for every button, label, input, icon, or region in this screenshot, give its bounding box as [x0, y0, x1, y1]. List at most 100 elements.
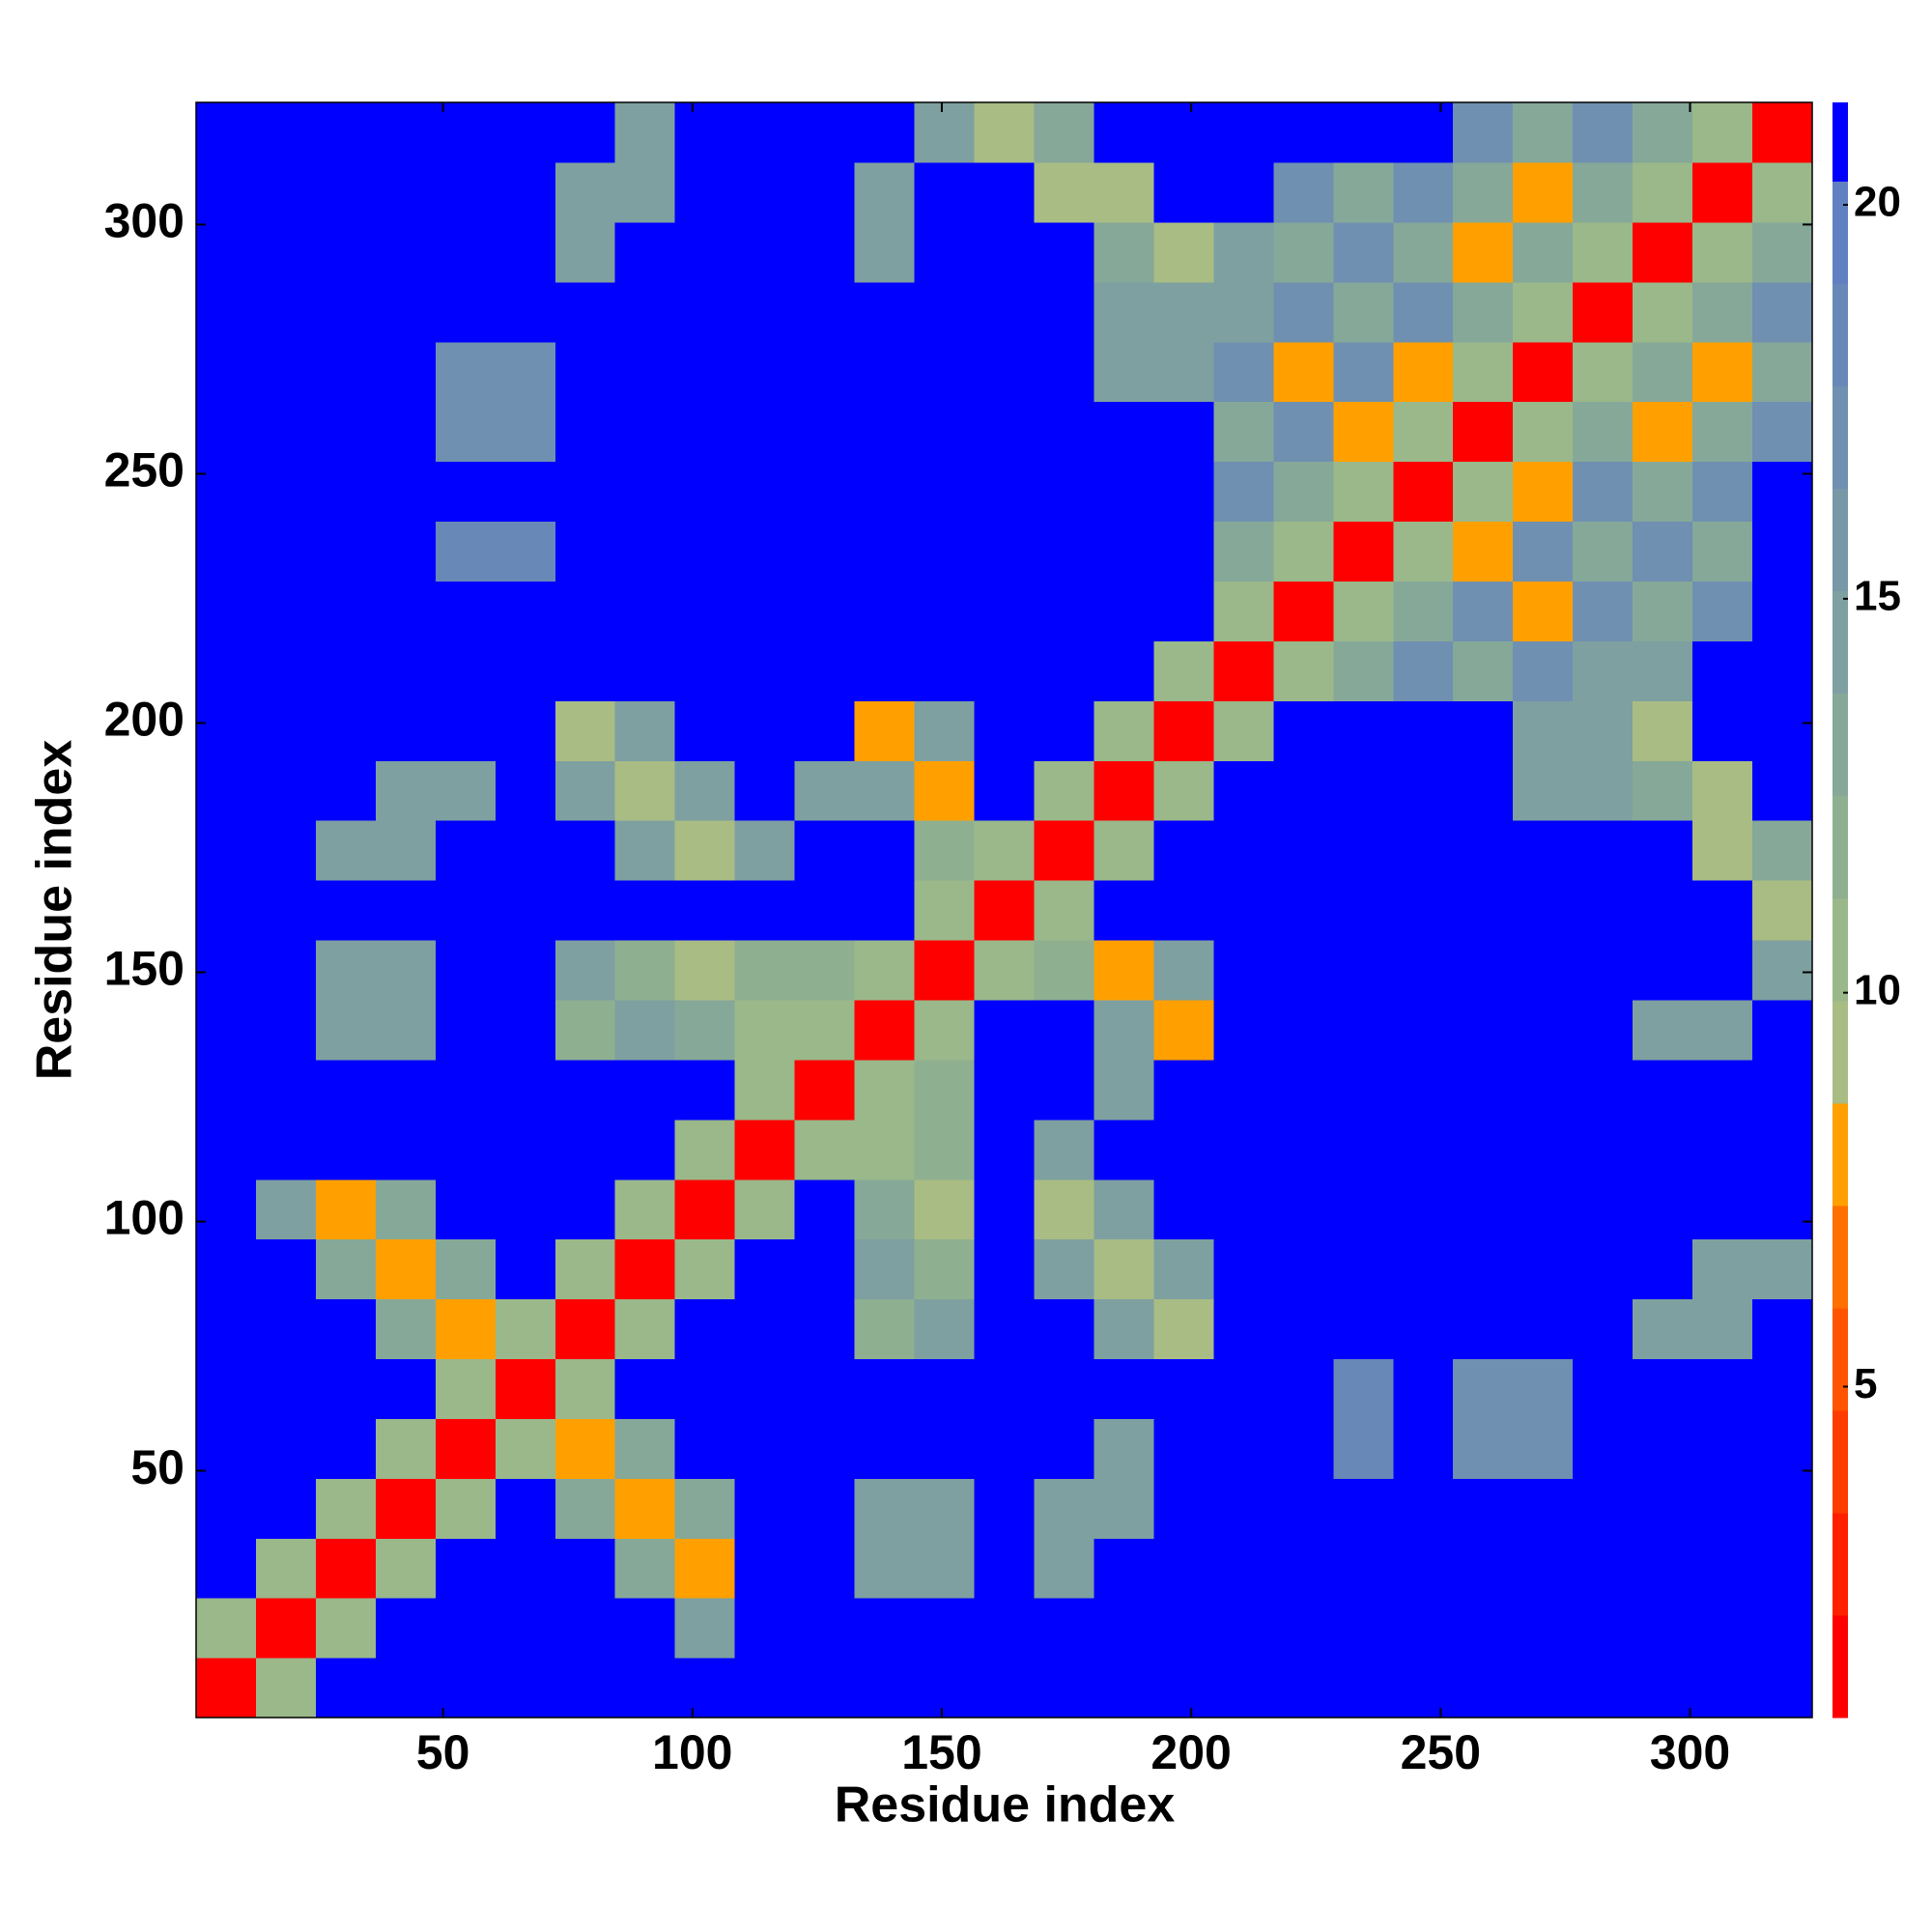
heatmap-cell: [1213, 1358, 1274, 1419]
heatmap-cell: [1453, 1179, 1514, 1240]
heatmap-cell: [375, 1658, 437, 1719]
heatmap-cell: [674, 161, 736, 223]
heatmap-cell: [914, 161, 976, 223]
heatmap-cell: [1213, 581, 1274, 641]
heatmap-cell: [1273, 1059, 1334, 1121]
heatmap-cell: [1034, 1658, 1095, 1719]
heatmap-cell: [974, 1478, 1036, 1539]
heatmap-cell: [1153, 1358, 1214, 1419]
heatmap-cell: [495, 1478, 556, 1539]
heatmap-cell: [1153, 521, 1214, 582]
heatmap-cell: [1393, 1478, 1454, 1539]
heatmap-cell: [435, 281, 497, 343]
heatmap-cell: [196, 1059, 257, 1121]
heatmap-cell: [1153, 341, 1214, 403]
heatmap-cell: [614, 1179, 676, 1240]
heatmap-cell: [1213, 999, 1274, 1061]
heatmap-cell: [1513, 1358, 1574, 1419]
heatmap-cell: [974, 1059, 1036, 1121]
heatmap-cell: [375, 1238, 437, 1300]
heatmap-cell: [1692, 161, 1753, 223]
heatmap-cell: [315, 760, 377, 821]
heatmap-cell: [255, 161, 317, 223]
x-tick-label: 150: [901, 1725, 981, 1779]
heatmap-cell: [1752, 521, 1813, 582]
heatmap-cell: [914, 1298, 976, 1360]
heatmap-cell: [1094, 161, 1155, 223]
heatmap-cell: [1094, 1238, 1155, 1300]
heatmap-cell: [1153, 999, 1214, 1061]
heatmap-cell: [1333, 1538, 1394, 1599]
heatmap-cell: [734, 102, 796, 163]
heatmap-cell: [674, 581, 736, 641]
heatmap-cell: [914, 341, 976, 403]
heatmap-cell: [1692, 461, 1753, 523]
heatmap-cell: [734, 700, 796, 761]
heatmap-cell: [1273, 401, 1334, 463]
heatmap-cell: [1273, 999, 1334, 1061]
colorbar-band: [1833, 1614, 1848, 1719]
heatmap-cell: [734, 341, 796, 403]
heatmap-cell: [974, 281, 1036, 343]
heatmap-cell: [1094, 700, 1155, 761]
colorbar-band: [1833, 1307, 1848, 1411]
heatmap-cell: [315, 102, 377, 163]
heatmap-cell: [375, 999, 437, 1061]
heatmap-cell: [1393, 1598, 1454, 1659]
heatmap-cell: [1273, 521, 1334, 582]
heatmap-cell: [1513, 341, 1574, 403]
heatmap-cell: [1213, 1179, 1274, 1240]
heatmap-cell: [1034, 999, 1095, 1061]
heatmap-cell: [614, 640, 676, 701]
heatmap-cell: [1573, 1059, 1634, 1121]
heatmap-cell: [1333, 102, 1394, 163]
heatmap-cell: [1692, 1358, 1753, 1419]
heatmap-cell: [854, 521, 916, 582]
colorbar-band: [1833, 590, 1848, 695]
heatmap-cell: [1573, 102, 1634, 163]
heatmap-cell: [1273, 760, 1334, 821]
heatmap-cell: [1453, 1658, 1514, 1719]
heatmap-cell: [1094, 1119, 1155, 1180]
heatmap-cell: [1453, 161, 1514, 223]
heatmap-cell: [1094, 1658, 1155, 1719]
heatmap-cell: [674, 640, 736, 701]
heatmap-cell: [1453, 1238, 1514, 1300]
heatmap-cell: [1633, 760, 1693, 821]
heatmap-cell: [1692, 1059, 1753, 1121]
heatmap-cell: [375, 1538, 437, 1599]
heatmap-cell: [435, 1179, 497, 1240]
heatmap-cell: [1273, 700, 1334, 761]
heatmap-cell: [1153, 1059, 1214, 1121]
heatmap-cell: [854, 1059, 916, 1121]
heatmap-cell: [1692, 1298, 1753, 1360]
heatmap-cell: [1393, 401, 1454, 463]
heatmap-cell: [196, 161, 257, 223]
heatmap-cell: [196, 640, 257, 701]
heatmap-cell: [1333, 999, 1394, 1061]
heatmap-cell: [1213, 1538, 1274, 1599]
heatmap-cell: [1692, 1418, 1753, 1479]
heatmap-cell: [794, 461, 856, 523]
heatmap-cell: [1393, 581, 1454, 641]
heatmap-cell: [1273, 1119, 1334, 1180]
heatmap-cell: [435, 1598, 497, 1659]
heatmap-cell: [854, 1598, 916, 1659]
heatmap-cell: [614, 1538, 676, 1599]
heatmap-cell: [315, 1418, 377, 1479]
heatmap-cell: [794, 581, 856, 641]
heatmap-cell: [614, 1059, 676, 1121]
heatmap-cell: [495, 999, 556, 1061]
heatmap-cell: [1213, 640, 1274, 701]
heatmap-cell: [1633, 1478, 1693, 1539]
heatmap-cell: [854, 461, 916, 523]
heatmap-cell: [854, 700, 916, 761]
heatmap-cell: [1573, 1238, 1634, 1300]
y-axis-title: Residue index: [27, 740, 83, 1081]
heatmap-cell: [734, 640, 796, 701]
heatmap-cell: [1692, 640, 1753, 701]
heatmap-cell: [1513, 401, 1574, 463]
heatmap-cell: [614, 1598, 676, 1659]
heatmap-cell: [375, 1119, 437, 1180]
heatmap-cell: [1094, 1179, 1155, 1240]
